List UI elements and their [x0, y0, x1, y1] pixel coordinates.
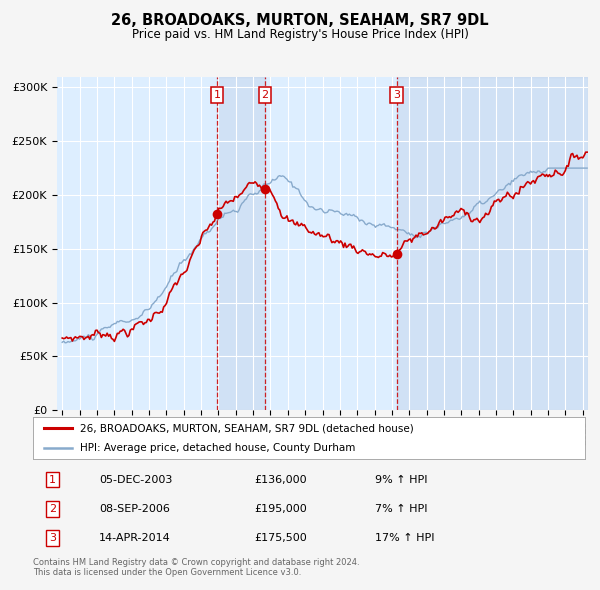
Text: 9% ↑ HPI: 9% ↑ HPI	[375, 474, 428, 484]
Text: 3: 3	[49, 533, 56, 543]
Text: £195,000: £195,000	[254, 504, 307, 514]
Text: 1: 1	[214, 90, 220, 100]
Text: 2: 2	[49, 504, 56, 514]
Text: £136,000: £136,000	[254, 474, 307, 484]
Text: £175,500: £175,500	[254, 533, 307, 543]
Bar	[217, 77, 265, 410]
Text: 2: 2	[262, 90, 269, 100]
Text: 17% ↑ HPI: 17% ↑ HPI	[375, 533, 435, 543]
Text: 3: 3	[393, 90, 400, 100]
Text: HPI: Average price, detached house, County Durham: HPI: Average price, detached house, Coun…	[80, 442, 355, 453]
Bar	[397, 77, 588, 410]
Text: 26, BROADOAKS, MURTON, SEAHAM, SR7 9DL (detached house): 26, BROADOAKS, MURTON, SEAHAM, SR7 9DL (…	[80, 423, 413, 433]
Text: 1: 1	[49, 474, 56, 484]
Text: 26, BROADOAKS, MURTON, SEAHAM, SR7 9DL: 26, BROADOAKS, MURTON, SEAHAM, SR7 9DL	[111, 13, 489, 28]
Text: 14-APR-2014: 14-APR-2014	[99, 533, 171, 543]
Text: 7% ↑ HPI: 7% ↑ HPI	[375, 504, 428, 514]
Text: 05-DEC-2003: 05-DEC-2003	[99, 474, 173, 484]
Text: 08-SEP-2006: 08-SEP-2006	[99, 504, 170, 514]
Text: Contains HM Land Registry data © Crown copyright and database right 2024.
This d: Contains HM Land Registry data © Crown c…	[33, 558, 359, 577]
Text: Price paid vs. HM Land Registry's House Price Index (HPI): Price paid vs. HM Land Registry's House …	[131, 28, 469, 41]
